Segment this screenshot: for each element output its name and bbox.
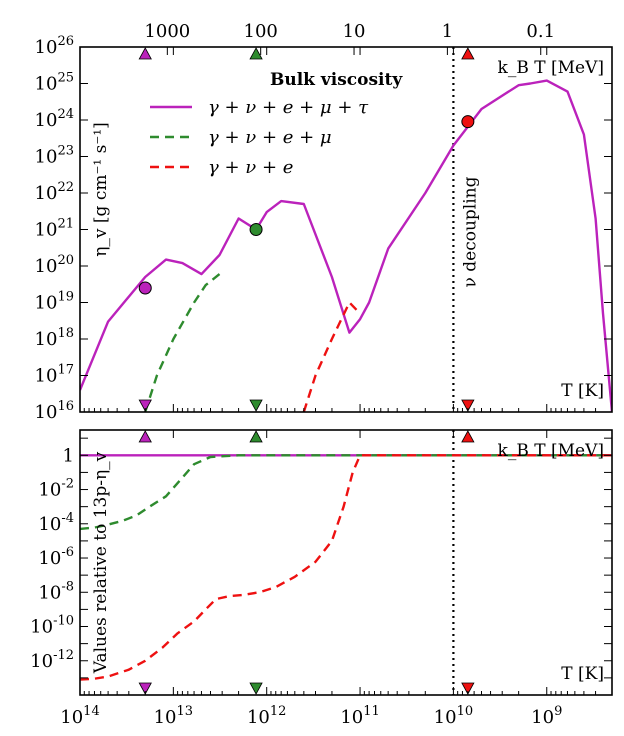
bottom-triangle-marker-1 [249, 399, 263, 412]
legend-entry-1: γ + ν + e + μ [208, 127, 332, 148]
top-tick-label: 1000 [144, 21, 190, 42]
axes-frame [79, 429, 613, 696]
bottom-triangle-marker-2 [461, 682, 475, 695]
y-tick-label: 1021 [35, 217, 74, 241]
y-tick-label: 1019 [35, 290, 74, 314]
panel-top: 1016 1017 1018 1019 1020 1021 1022 1023 1024 1025… [35, 21, 613, 423]
y-tick-label: 10-12 [30, 648, 74, 672]
y-tick-label: 1016 [35, 399, 74, 423]
y-tick-label: 1018 [35, 326, 74, 350]
nu-decoupling-label: ν decoupling [460, 176, 480, 287]
x-tick-label: 1010 [434, 704, 473, 728]
y-tick-label: 1020 [35, 253, 74, 277]
x-tick-label: 1012 [247, 704, 286, 728]
data-marker-0 [138, 281, 152, 295]
x-tick-label: 1013 [154, 704, 193, 728]
y-axis-label: Values relative to 13p-η_v [91, 451, 111, 674]
y-tick-label: 1024 [35, 107, 74, 131]
series-line-0 [80, 79, 612, 412]
top-tick-label: 10 [343, 21, 366, 42]
x-axis-label: T [K] [561, 664, 604, 684]
y-tick-label: 10-10 [30, 614, 74, 638]
top-triangle-marker-1 [249, 47, 263, 60]
bottom-triangle-marker-0 [138, 682, 152, 695]
plot-area [80, 47, 612, 412]
top-triangle-marker-0 [138, 47, 152, 60]
x-tick-label: 1014 [60, 704, 99, 728]
top-axis-label: k_B T [MeV] [498, 58, 604, 78]
bottom-triangle-marker-0 [138, 399, 152, 412]
x-axis-label: T [K] [561, 381, 604, 401]
y-tick-label: 1025 [35, 71, 74, 95]
x-tick-label: 1011 [340, 704, 379, 728]
data-marker-2 [461, 115, 475, 129]
panel-bottom: 1 10-2 10-4 10-6 10-8 10-10 10-12 T [K] k_B T [M… [30, 429, 613, 728]
x-tick-label: 109 [531, 704, 562, 728]
bottom-triangle-marker-1 [249, 682, 263, 695]
top-tick-label: 100 [244, 21, 278, 42]
top-axis-label: k_B T [MeV] [498, 441, 604, 461]
y-tick-label: 10-4 [38, 511, 74, 535]
series-line-1 [144, 273, 221, 412]
series-line-2 [80, 454, 612, 681]
legend-entry-0: γ + ν + e + μ + τ [208, 97, 369, 118]
series-line-2 [302, 301, 361, 412]
y-tick-label: 10-8 [38, 579, 74, 603]
y-tick-label: 1023 [35, 144, 74, 168]
top-triangle-marker-2 [461, 47, 475, 60]
series-line-1 [80, 454, 612, 531]
y-tick-label: 1017 [35, 363, 74, 387]
y-tick-label: 10-2 [38, 477, 74, 501]
y-tick-label: 1022 [35, 180, 74, 204]
plot-area [80, 430, 612, 695]
top-triangle-marker-2 [461, 430, 475, 443]
y-axis-label: η_v [g cm⁻¹ s⁻¹] [91, 122, 111, 257]
y-tick-label: 10-6 [38, 545, 74, 569]
y-tick-label: 1 [63, 445, 74, 466]
data-marker-1 [249, 223, 263, 236]
top-tick-label: 1 [442, 21, 453, 42]
legend-title: Bulk viscosity [270, 70, 403, 90]
top-tick-label: 0.1 [526, 21, 555, 42]
y-tick-label: 1026 [35, 34, 74, 58]
legend-entry-2: γ + ν + e [208, 157, 293, 178]
top-triangle-marker-1 [249, 430, 263, 443]
top-triangle-marker-0 [138, 430, 152, 443]
bottom-triangle-marker-2 [461, 399, 475, 412]
